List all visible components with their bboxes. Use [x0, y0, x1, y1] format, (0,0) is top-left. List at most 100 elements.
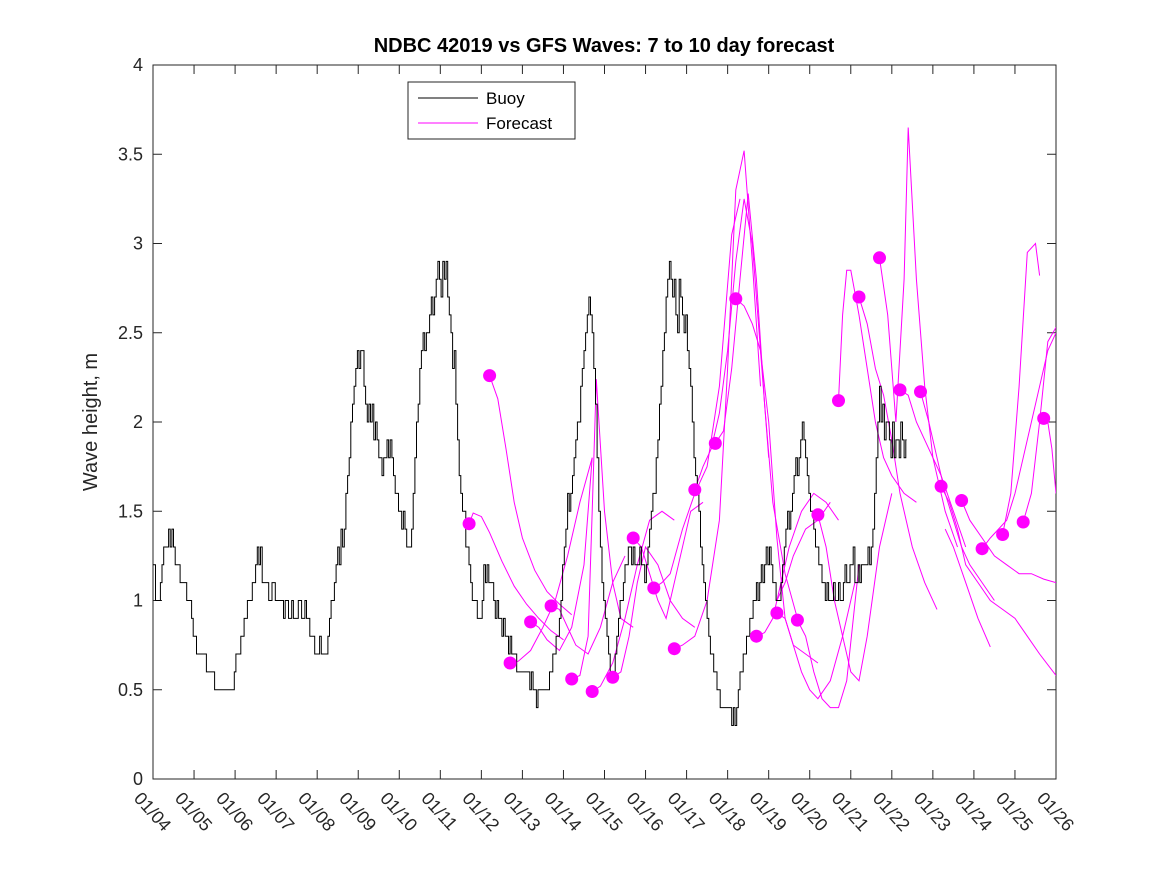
x-tick-label: 01/18 — [705, 788, 750, 835]
y-tick-label: 4 — [133, 55, 143, 75]
y-tick-label: 2 — [133, 412, 143, 432]
forecast-marker — [832, 394, 845, 408]
y-axis-label: Wave height, m — [80, 353, 102, 491]
forecast-line — [940, 486, 1056, 676]
forecast-line — [776, 582, 856, 700]
forecast-line — [756, 492, 839, 637]
forecast-line — [632, 501, 704, 620]
forecast-line — [1043, 418, 1056, 494]
forecast-marker — [811, 508, 825, 522]
forecast-line — [1022, 327, 1056, 523]
y-tick-label: 1.5 — [118, 501, 143, 521]
forecast-line — [920, 391, 995, 601]
forecast-line — [944, 528, 991, 648]
forecast-marker — [934, 479, 948, 493]
forecast-marker — [790, 613, 804, 627]
chart-title: NDBC 42019 vs GFS Waves: 7 to 10 day for… — [374, 35, 835, 57]
forecast-line — [591, 510, 675, 692]
forecast-line — [612, 545, 696, 678]
x-tick-label: 01/26 — [1033, 788, 1078, 835]
forecast-marker — [1037, 411, 1051, 425]
x-tick-label: 01/12 — [458, 788, 503, 835]
forecast-marker — [708, 436, 722, 450]
y-tick-label: 2.5 — [118, 323, 143, 343]
buoy-series — [153, 260, 907, 726]
x-tick-label: 01/23 — [910, 788, 955, 835]
forecast-marker — [606, 670, 620, 684]
forecast-marker — [503, 656, 517, 670]
x-tick-label: 01/06 — [212, 788, 257, 835]
forecast-marker — [565, 672, 579, 686]
forecast-marker — [667, 642, 681, 656]
y-tick-label: 1 — [133, 591, 143, 611]
legend: Buoy Forecast — [407, 81, 576, 140]
x-tick-label: 01/16 — [623, 788, 668, 835]
x-tick-label: 01/11 — [417, 788, 461, 834]
forecast-marker — [1016, 515, 1030, 529]
forecast-marker — [852, 290, 866, 304]
forecast-line — [489, 375, 573, 616]
forecast-marker — [729, 292, 743, 306]
y-tick-label: 3.5 — [118, 144, 143, 164]
x-tick-label: 01/13 — [499, 788, 544, 835]
x-tick-label: 01/14 — [540, 788, 585, 835]
x-tick-label: 01/07 — [253, 788, 298, 835]
forecast-marker — [647, 581, 661, 595]
forecast-marker — [955, 494, 969, 507]
forecast-line — [796, 564, 860, 709]
y-tick-label: 0.5 — [118, 680, 143, 700]
forecast-line — [858, 296, 938, 610]
forecast-marker — [770, 606, 784, 620]
forecast-marker — [688, 483, 702, 497]
x-tick-label: 01/19 — [746, 788, 791, 835]
forecast-marker — [749, 629, 763, 643]
forecast-line — [981, 332, 1056, 550]
x-tick-label: 01/09 — [335, 788, 380, 835]
x-tick-label: 01/20 — [787, 788, 832, 835]
y-tick-label: 3 — [133, 234, 143, 254]
forecast-marker — [524, 615, 538, 629]
forecast-marker — [626, 531, 640, 545]
forecast-line — [674, 150, 761, 650]
x-tick-label: 01/17 — [664, 788, 709, 835]
x-tick-label: 01/08 — [294, 788, 339, 835]
forecast-line — [899, 389, 967, 548]
plot-frame — [152, 64, 1057, 780]
x-tick-label: 01/05 — [171, 788, 216, 835]
forecast-marker — [462, 517, 476, 531]
forecast-line — [735, 298, 819, 664]
forecast-marker — [893, 383, 907, 397]
forecast-marker — [975, 542, 989, 556]
forecast-line — [571, 379, 634, 680]
forecast-marker — [483, 369, 497, 383]
forecast-line — [694, 198, 770, 490]
forecast-line — [530, 457, 593, 652]
x-tick-label: 01/15 — [582, 788, 627, 835]
x-tick-label: 01/10 — [376, 788, 421, 835]
x-tick-label: 01/04 — [130, 788, 175, 835]
legend-label-buoy: Buoy — [486, 89, 525, 108]
forecast-marker — [914, 385, 927, 399]
x-tick-label: 01/24 — [951, 788, 996, 835]
x-tick-label: 01/25 — [992, 788, 1037, 835]
forecast-marker — [873, 251, 886, 265]
forecast-marker — [996, 528, 1010, 541]
legend-label-forecast: Forecast — [486, 114, 552, 133]
forecast-marker — [544, 599, 558, 613]
buoy-line — [153, 260, 907, 726]
x-tick-label: 01/21 — [828, 788, 873, 835]
forecast-line — [1002, 242, 1041, 535]
forecast-markers — [462, 251, 1051, 698]
y-tick-label: 0 — [133, 769, 143, 789]
forecast-line — [714, 193, 798, 619]
forecast-line — [653, 198, 741, 589]
forecast-line — [838, 269, 917, 503]
legend-box — [407, 81, 576, 140]
forecast-line — [468, 512, 564, 641]
forecast-line — [817, 493, 893, 682]
forecast-line — [509, 457, 593, 664]
forecast-series — [468, 127, 1056, 709]
forecast-marker — [585, 685, 599, 698]
x-tick-label: 01/22 — [869, 788, 914, 835]
